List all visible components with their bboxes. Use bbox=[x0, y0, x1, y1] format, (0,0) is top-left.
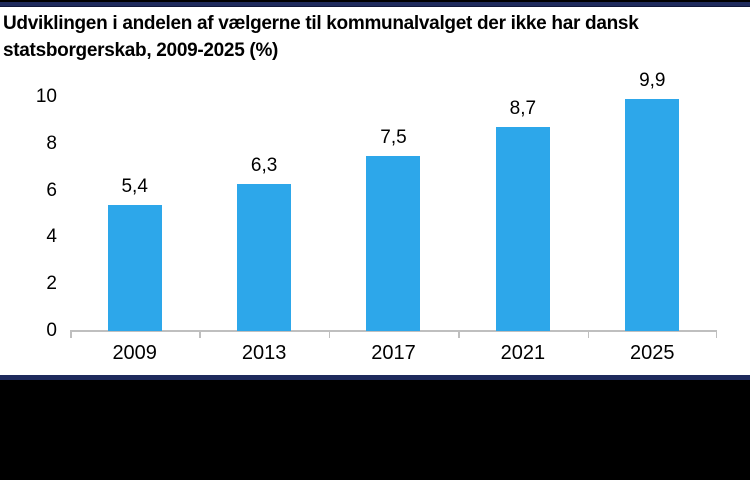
top-accent-band bbox=[0, 0, 750, 7]
bar-value-label: 7,5 bbox=[380, 126, 407, 148]
x-axis-tick bbox=[587, 331, 590, 338]
x-axis-category-label: 2013 bbox=[241, 342, 287, 364]
x-axis-category-label: 2009 bbox=[112, 342, 157, 364]
x-axis-tick bbox=[328, 331, 331, 338]
bar-slot-2009: 5,4 2009 bbox=[70, 97, 199, 364]
x-axis-line bbox=[70, 330, 717, 332]
bar-slot-2025: 9,9 2025 bbox=[588, 70, 717, 364]
bar-slot-2017: 7,5 2017 bbox=[329, 97, 458, 364]
bar-2013 bbox=[237, 183, 292, 331]
letterbox-bottom bbox=[0, 380, 750, 480]
bar-slot-2021: 8,7 2021 bbox=[458, 97, 587, 364]
chart-title-line-1: Udviklingen i andelen af vælgerne til ko… bbox=[3, 13, 639, 34]
bar-2009 bbox=[107, 204, 162, 331]
y-axis-tick-label: 10 bbox=[35, 86, 57, 107]
x-axis-tick bbox=[70, 331, 72, 338]
bar-value-label: 8,7 bbox=[509, 98, 537, 120]
x-axis-category-label: 2017 bbox=[371, 342, 416, 364]
x-axis-tick bbox=[715, 331, 717, 338]
chart-title-line-2: statsborgerskab, 2009-2025 (%) bbox=[3, 40, 279, 61]
bar-2025 bbox=[625, 99, 680, 331]
chart-card: Udviklingen i andelen af vælgerne til ko… bbox=[0, 7, 750, 375]
x-axis-tick bbox=[199, 331, 201, 338]
bar-2017 bbox=[366, 155, 421, 331]
y-axis-tick-label: 2 bbox=[46, 273, 57, 295]
x-axis-category-label: 2021 bbox=[500, 342, 546, 364]
bar-slot-2013: 6,3 2013 bbox=[199, 97, 328, 364]
y-axis-tick-label: 8 bbox=[46, 132, 57, 154]
bar-chart-plot-area: 0 2 4 6 8 10 5,4 2009 6,3 2013 7,5 2017 8,7 2021 9,9 20… bbox=[36, 70, 717, 364]
bar-2021 bbox=[495, 127, 550, 331]
chart-title: Udviklingen i andelen af vælgerne til ko… bbox=[3, 10, 747, 64]
x-axis-tick bbox=[458, 331, 460, 338]
bar-value-label: 9,9 bbox=[639, 70, 666, 92]
bar-value-label: 6,3 bbox=[250, 154, 278, 176]
bar-value-label: 5,4 bbox=[121, 175, 148, 197]
x-axis-category-label: 2025 bbox=[630, 342, 675, 364]
y-axis-tick-label: 6 bbox=[46, 179, 57, 201]
y-axis-tick-label: 0 bbox=[46, 320, 57, 341]
y-axis-tick-label: 4 bbox=[46, 226, 57, 248]
bottom-accent-band bbox=[0, 375, 750, 380]
